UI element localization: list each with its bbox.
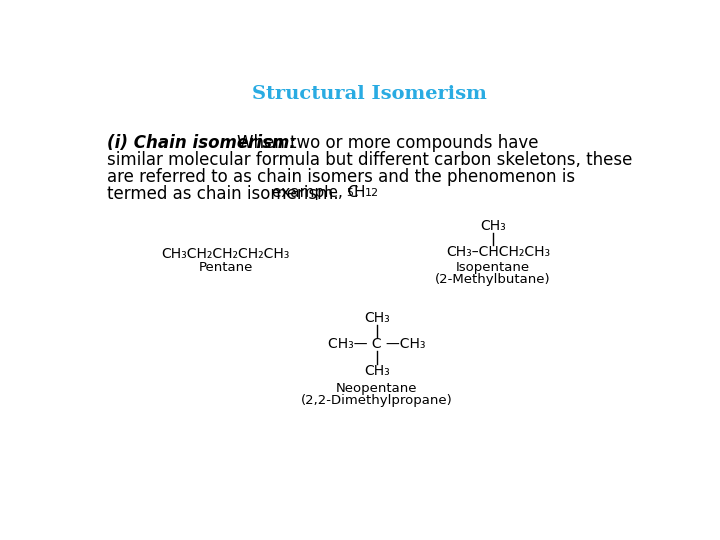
Text: CH₃— C —CH₃: CH₃— C —CH₃ — [328, 338, 426, 352]
Text: CH₃: CH₃ — [364, 363, 390, 377]
Text: are referred to as chain isomers and the phenomenon is: are referred to as chain isomers and the… — [107, 168, 575, 186]
Text: termed as chain isomerism.: termed as chain isomerism. — [107, 185, 338, 203]
Text: Structural Isomerism: Structural Isomerism — [251, 85, 487, 103]
Text: CH₃: CH₃ — [364, 311, 390, 325]
Text: Neopentane: Neopentane — [336, 382, 418, 395]
Text: 5: 5 — [346, 188, 353, 198]
Text: (2-Methylbutane): (2-Methylbutane) — [435, 273, 551, 286]
Text: (2,2-Dimethylpropane): (2,2-Dimethylpropane) — [301, 394, 453, 407]
Text: H: H — [354, 185, 365, 200]
Text: When two or more compounds have: When two or more compounds have — [238, 134, 539, 152]
Text: example, C: example, C — [272, 185, 359, 200]
Text: Pentane: Pentane — [199, 261, 253, 274]
Text: CH₃: CH₃ — [480, 219, 506, 233]
Text: CH₃–CHCH₂CH₃: CH₃–CHCH₂CH₃ — [446, 245, 551, 259]
Text: 12: 12 — [365, 188, 379, 198]
Text: similar molecular formula but different carbon skeletons, these: similar molecular formula but different … — [107, 151, 632, 169]
Text: Isopentane: Isopentane — [456, 261, 530, 274]
Text: CH₃CH₂CH₂CH₂CH₃: CH₃CH₂CH₂CH₂CH₃ — [161, 247, 290, 260]
Text: (i) Chain isomerism:: (i) Chain isomerism: — [107, 134, 296, 152]
